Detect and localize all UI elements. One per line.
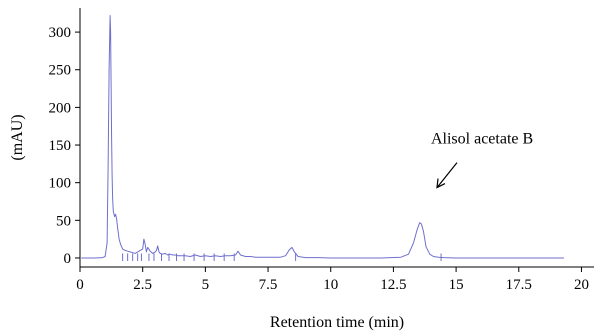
y-tick-label: 200 bbox=[49, 100, 72, 116]
y-axis-label: (mAU) bbox=[9, 114, 26, 160]
x-tick-label: 2.5 bbox=[133, 277, 152, 293]
x-tick-label: 5 bbox=[202, 277, 210, 293]
annotation-arrow bbox=[436, 162, 458, 188]
x-tick-label: 12.5 bbox=[380, 277, 406, 293]
annotation-group: Alisol acetate B bbox=[431, 131, 533, 189]
annotation-arrowhead bbox=[436, 178, 446, 189]
x-tick-label: 10 bbox=[323, 277, 338, 293]
chromatogram-trace bbox=[81, 15, 564, 259]
y-tick-label: 250 bbox=[49, 63, 72, 79]
x-tick-label: 17.5 bbox=[506, 277, 532, 293]
x-tick-label: 20 bbox=[574, 277, 589, 293]
y-tick-label: 100 bbox=[49, 176, 72, 192]
series-group bbox=[81, 15, 564, 261]
x-tick-label: 0 bbox=[76, 277, 84, 293]
y-tick-label: 150 bbox=[49, 138, 72, 154]
x-tick-label: 15 bbox=[449, 277, 464, 293]
peak-annotation-label: Alisol acetate B bbox=[431, 131, 533, 148]
y-tick-label: 50 bbox=[56, 213, 71, 229]
y-tick-label: 0 bbox=[64, 251, 72, 267]
y-tick-label: 300 bbox=[49, 25, 72, 41]
x-axis-label: Retention time (min) bbox=[270, 314, 404, 331]
x-tick-label: 7.5 bbox=[259, 277, 278, 293]
